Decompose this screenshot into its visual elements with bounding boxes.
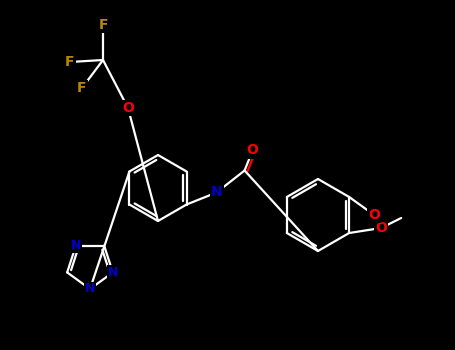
- Text: N: N: [85, 282, 95, 295]
- Text: O: O: [247, 144, 258, 158]
- Text: N: N: [108, 266, 118, 279]
- Text: O: O: [122, 101, 134, 115]
- Text: N: N: [211, 186, 222, 199]
- Text: O: O: [368, 208, 380, 222]
- Text: N: N: [71, 239, 81, 252]
- Text: F: F: [77, 81, 87, 95]
- Text: F: F: [98, 18, 108, 32]
- Text: F: F: [65, 55, 75, 69]
- Text: O: O: [375, 221, 387, 235]
